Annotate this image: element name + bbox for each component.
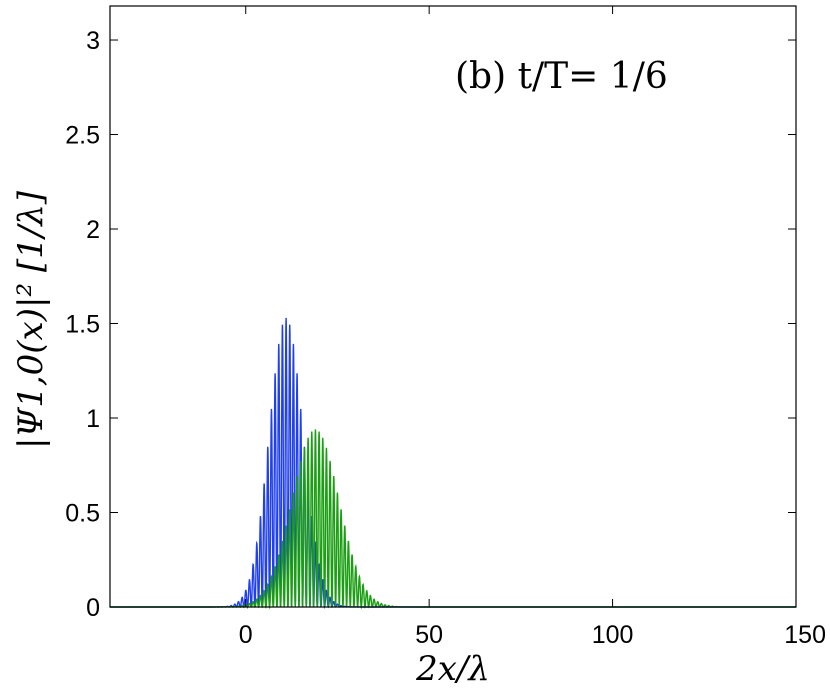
- y-tick-label: 2.5: [65, 122, 100, 150]
- y-tick-label: 3: [86, 27, 100, 55]
- x-tick-label: 100: [592, 621, 634, 649]
- y-axis-label: |Ψ1,0(x)|² [1/λ]: [11, 190, 51, 449]
- x-tick-label: 0: [239, 621, 253, 649]
- y-axis-ticks: 0 0.5 1 1.5 2 2.5 3: [65, 27, 796, 622]
- x-axis-ticks: 0 50 100 150: [239, 6, 826, 649]
- x-axis-label: 2x/λ: [415, 649, 490, 689]
- x-tick-label: 150: [784, 621, 826, 649]
- y-tick-label: 0.5: [65, 500, 100, 528]
- x-tick-label: 50: [415, 621, 443, 649]
- plot-frame: [109, 5, 797, 608]
- y-tick-label: 0: [86, 594, 100, 622]
- plot-area: [110, 6, 796, 607]
- y-tick-label: 1.5: [65, 311, 100, 339]
- y-tick-label: 1: [86, 405, 100, 433]
- y-tick-label: 2: [86, 216, 100, 244]
- chart-annotation: (b) t/T= 1/6: [455, 56, 668, 97]
